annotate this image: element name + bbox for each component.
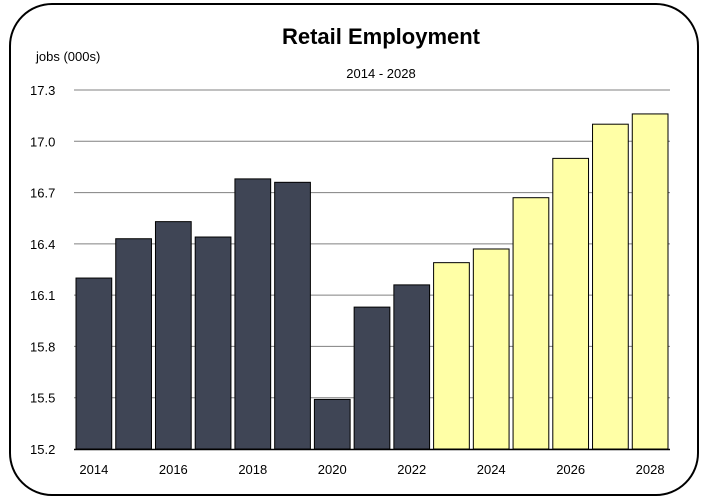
y-tick-label: 16.7 [30,186,55,201]
x-tick-label: 2018 [238,462,267,477]
y-tick-label: 17.0 [30,134,55,149]
bar-2014 [75,277,113,450]
y-tick-label: 16.4 [30,237,55,252]
bar-2027 [592,123,629,450]
bar-2018 [234,178,272,450]
bar-2017 [194,236,232,450]
x-tick-label: 2016 [159,462,188,477]
x-tick-label: 2022 [397,462,426,477]
bar-2023 [433,262,470,450]
bar-2026 [552,157,590,450]
x-tick-label: 2026 [556,462,585,477]
y-tick-labels: 15.2 15.5 15.8 16.1 16.4 16.7 17.0 17.3 [30,83,55,457]
bar-2015 [115,238,152,450]
bar-2022 [393,284,431,450]
x-tick-label: 2014 [79,462,108,477]
bar-2025 [512,197,550,450]
x-tick-labels: 2014 2016 2018 2020 2022 2024 2026 2028 [79,462,664,477]
y-tick-label: 15.8 [30,339,55,354]
y-tick-label: 15.5 [30,391,55,406]
bar-2016 [154,221,192,450]
bar-2019 [274,181,311,450]
x-tick-label: 2020 [318,462,347,477]
y-tick-label: 17.3 [30,83,55,98]
bar-2028 [631,113,669,450]
bar-2021 [353,306,391,450]
chart-subtitle: 2014 - 2028 [346,66,415,81]
bar-2020 [313,398,351,450]
y-axis-label: jobs (000s) [35,49,100,64]
chart-title: Retail Employment [282,24,481,49]
y-tick-label: 15.2 [30,442,55,457]
x-tick-label: 2028 [636,462,665,477]
y-tick-label: 16.1 [30,288,55,303]
x-tick-label: 2024 [477,462,506,477]
bar-2024 [472,248,510,450]
